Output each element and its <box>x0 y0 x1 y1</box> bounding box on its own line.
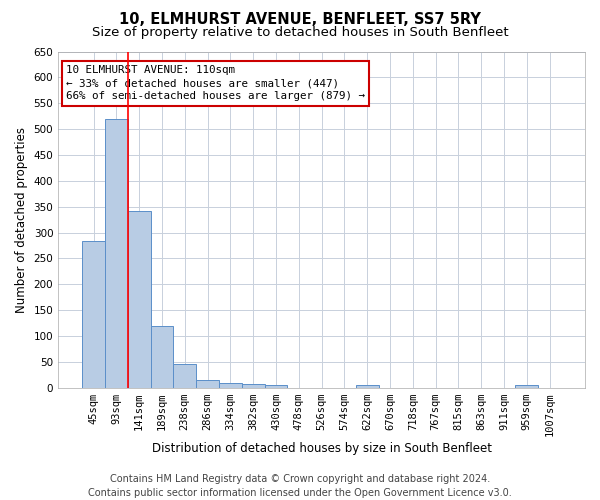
Bar <box>242 384 265 388</box>
Bar <box>151 326 173 388</box>
X-axis label: Distribution of detached houses by size in South Benfleet: Distribution of detached houses by size … <box>152 442 491 455</box>
Y-axis label: Number of detached properties: Number of detached properties <box>15 126 28 312</box>
Bar <box>82 242 105 388</box>
Bar <box>128 212 151 388</box>
Bar <box>265 385 287 388</box>
Bar <box>356 385 379 388</box>
Text: 10, ELMHURST AVENUE, BENFLEET, SS7 5RY: 10, ELMHURST AVENUE, BENFLEET, SS7 5RY <box>119 12 481 28</box>
Bar <box>196 380 219 388</box>
Bar <box>219 382 242 388</box>
Bar <box>515 385 538 388</box>
Text: Contains HM Land Registry data © Crown copyright and database right 2024.
Contai: Contains HM Land Registry data © Crown c… <box>88 474 512 498</box>
Text: 10 ELMHURST AVENUE: 110sqm
← 33% of detached houses are smaller (447)
66% of sem: 10 ELMHURST AVENUE: 110sqm ← 33% of deta… <box>66 65 365 102</box>
Bar <box>173 364 196 388</box>
Text: Size of property relative to detached houses in South Benfleet: Size of property relative to detached ho… <box>92 26 508 39</box>
Bar <box>105 120 128 388</box>
